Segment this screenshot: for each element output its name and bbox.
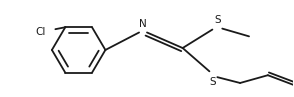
Text: Cl: Cl [35,27,46,37]
Text: N: N [139,19,147,29]
Text: S: S [209,77,216,87]
Text: S: S [214,15,220,25]
